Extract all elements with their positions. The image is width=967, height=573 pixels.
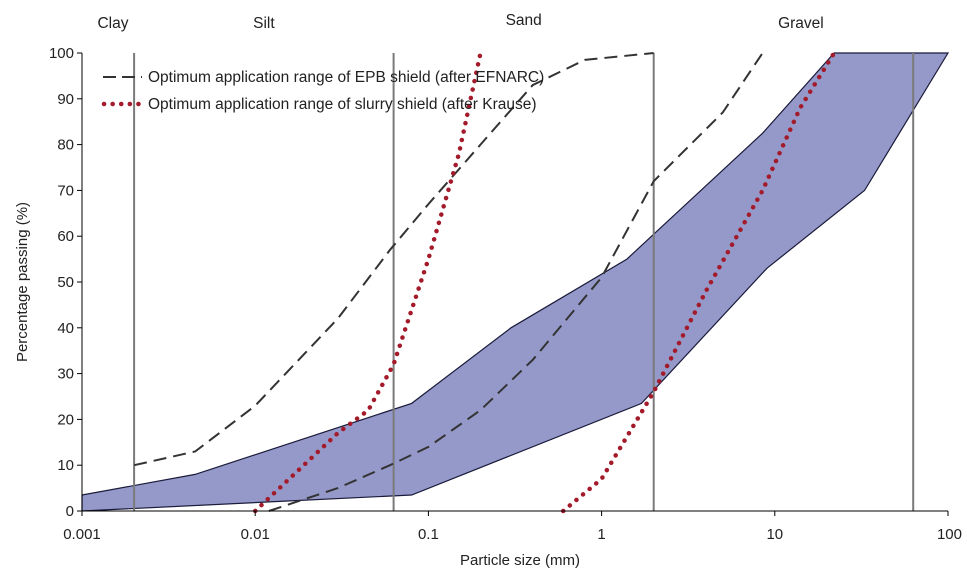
class-label-sand: Sand bbox=[506, 12, 542, 29]
y-tick-label: 0 bbox=[66, 503, 74, 520]
legend-slurry-label: Optimum application range of slurry shie… bbox=[148, 96, 537, 113]
y-tick-label: 10 bbox=[57, 457, 74, 474]
class-label-clay: Clay bbox=[97, 15, 128, 32]
x-tick-label: 0.01 bbox=[241, 526, 270, 543]
y-tick-label: 20 bbox=[57, 411, 74, 428]
y-tick-label: 60 bbox=[57, 228, 74, 245]
y-tick-label: 50 bbox=[57, 274, 74, 291]
y-tick-label: 80 bbox=[57, 137, 74, 154]
application-band bbox=[81, 52, 950, 512]
y-tick-label: 40 bbox=[57, 320, 74, 337]
legend: Optimum application range of EPB shield … bbox=[101, 69, 544, 113]
epb-line-1 bbox=[133, 52, 654, 467]
x-axis-title: Particle size (mm) bbox=[460, 552, 580, 569]
x-tick-label: 0.001 bbox=[63, 526, 101, 543]
y-tick-label: 70 bbox=[57, 182, 74, 199]
x-tick-label: 0.1 bbox=[418, 526, 439, 543]
tick-labels: 0 10 20 30 40 50 60 70 80 90 100 0.001 0.01 0.1 1 10 100 bbox=[49, 45, 962, 543]
application-band-layer bbox=[81, 52, 950, 512]
y-axis-title: Percentage passing (%) bbox=[14, 202, 31, 362]
class-label-gravel: Gravel bbox=[778, 15, 824, 32]
x-tick-label: 10 bbox=[766, 526, 783, 543]
slurry-line-1 bbox=[252, 50, 483, 514]
class-label-silt: Silt bbox=[253, 15, 275, 32]
y-tick-label: 30 bbox=[57, 366, 74, 383]
x-tick-label: 1 bbox=[597, 526, 605, 543]
slurry-line-2 bbox=[560, 50, 837, 514]
soil-class-labels: Clay Silt Sand Gravel bbox=[97, 12, 823, 32]
soil-class-boundaries bbox=[133, 53, 915, 511]
epb-line-2 bbox=[268, 52, 764, 512]
x-tick-label: 100 bbox=[937, 526, 962, 543]
y-tick-label: 90 bbox=[57, 91, 74, 108]
y-tick-label: 100 bbox=[49, 45, 74, 62]
legend-epb-label: Optimum application range of EPB shield … bbox=[148, 69, 544, 86]
series-layer bbox=[133, 50, 837, 514]
